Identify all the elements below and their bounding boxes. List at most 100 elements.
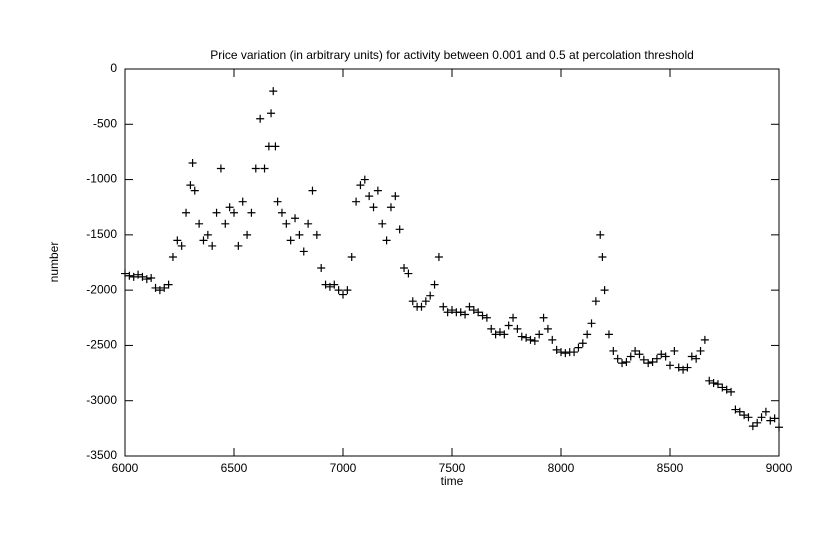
- y-tick-label: 0: [110, 61, 117, 75]
- point: [713, 380, 722, 389]
- point: [535, 330, 544, 339]
- point: [225, 203, 234, 212]
- point: [251, 164, 260, 173]
- point: [748, 422, 757, 431]
- point: [426, 291, 435, 300]
- point: [330, 280, 339, 289]
- point: [766, 416, 775, 425]
- point: [256, 114, 265, 123]
- point: [373, 186, 382, 195]
- point: [548, 335, 557, 344]
- point: [382, 236, 391, 245]
- point: [626, 352, 635, 361]
- point: [587, 319, 596, 328]
- point: [648, 358, 657, 367]
- point: [134, 270, 143, 279]
- point: [439, 302, 448, 311]
- point: [378, 219, 387, 228]
- point: [709, 379, 718, 388]
- point: [221, 219, 230, 228]
- point: [186, 181, 195, 190]
- point: [718, 383, 727, 392]
- point: [583, 330, 592, 339]
- point: [121, 269, 129, 278]
- point: [740, 411, 749, 420]
- point: [570, 348, 579, 357]
- x-tick-label: 7500: [439, 461, 466, 475]
- point: [129, 272, 138, 281]
- point: [360, 175, 369, 184]
- point: [683, 363, 692, 372]
- point: [312, 230, 321, 239]
- x-tick-label: 9000: [766, 461, 793, 475]
- x-tick-label: 6500: [221, 461, 248, 475]
- point: [391, 192, 400, 201]
- point: [269, 87, 278, 96]
- point: [644, 359, 653, 368]
- point: [147, 273, 156, 282]
- point: [168, 252, 177, 261]
- point: [203, 230, 212, 239]
- point: [609, 346, 618, 355]
- point: [386, 203, 395, 212]
- point: [299, 247, 308, 256]
- point: [613, 354, 622, 363]
- point: [543, 324, 552, 333]
- point: [304, 219, 313, 228]
- point: [770, 414, 779, 423]
- point: [282, 219, 291, 228]
- point: [731, 405, 740, 414]
- point: [155, 286, 164, 295]
- y-tick-label: -1500: [86, 227, 117, 241]
- point: [600, 286, 609, 295]
- point: [578, 339, 587, 348]
- point: [461, 310, 470, 319]
- point: [727, 387, 736, 396]
- point: [142, 275, 151, 284]
- point: [513, 324, 522, 333]
- y-axis-title: number: [47, 242, 61, 283]
- point: [243, 230, 252, 239]
- point: [775, 423, 783, 432]
- point: [339, 290, 347, 299]
- point: [574, 343, 583, 352]
- point: [491, 330, 500, 339]
- point: [234, 241, 243, 250]
- point: [687, 352, 696, 361]
- point: [661, 352, 670, 361]
- point: [757, 413, 766, 422]
- point: [273, 197, 282, 206]
- point: [526, 335, 535, 344]
- point: [596, 230, 605, 239]
- point: [434, 252, 443, 261]
- point: [421, 297, 430, 306]
- point: [308, 186, 317, 195]
- x-axis-title: time: [441, 474, 464, 488]
- point: [657, 350, 666, 359]
- point: [482, 313, 491, 322]
- point: [735, 407, 744, 416]
- chart-title: Price variation (in arbitrary units) for…: [210, 48, 694, 62]
- point: [408, 297, 417, 306]
- point: [692, 354, 701, 363]
- point: [652, 354, 661, 363]
- point: [317, 264, 326, 273]
- point: [705, 376, 714, 385]
- point: [291, 214, 300, 223]
- point: [500, 330, 509, 339]
- point: [343, 286, 352, 295]
- x-tick-label: 8000: [548, 461, 575, 475]
- point: [744, 413, 753, 422]
- point: [700, 335, 709, 344]
- point: [539, 313, 548, 322]
- point: [517, 332, 526, 341]
- point: [188, 158, 197, 167]
- y-tick-label: -3000: [86, 393, 117, 407]
- point: [635, 350, 644, 359]
- point: [238, 197, 247, 206]
- point: [448, 306, 456, 315]
- point: [443, 308, 452, 317]
- point: [487, 324, 496, 333]
- point: [631, 346, 640, 355]
